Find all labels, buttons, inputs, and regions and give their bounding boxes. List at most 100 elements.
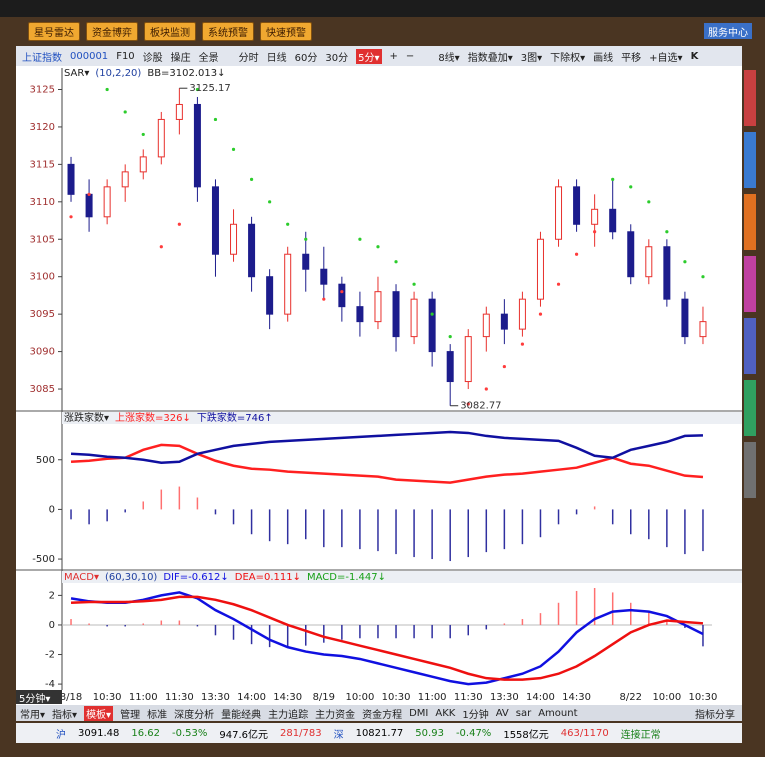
y-tick-label: 3120	[30, 122, 55, 133]
tab[interactable]: 标准	[147, 709, 168, 721]
sar-dot	[448, 335, 452, 339]
legend-label: 涨跌家数▾	[64, 411, 109, 424]
service-button[interactable]: 服务中心	[704, 23, 752, 39]
tab[interactable]: 主力资金	[315, 709, 356, 721]
market: 沪	[56, 729, 66, 741]
candle-body	[627, 231, 635, 278]
menu-button[interactable]: 星号雷达	[28, 21, 80, 41]
tab[interactable]: 深度分析	[174, 709, 215, 721]
sar-dot	[123, 110, 127, 114]
tool[interactable]: 下除权▾	[550, 52, 586, 64]
legend-label: 上涨家数=326↓	[115, 411, 191, 424]
candle-body	[338, 283, 346, 308]
candle-body	[103, 186, 111, 218]
symbol-name[interactable]: 上证指数	[22, 52, 62, 64]
candle-body	[121, 171, 129, 188]
candle-body	[230, 223, 238, 255]
annotation-label: 3125.17	[189, 83, 230, 94]
period[interactable]: 60分	[294, 52, 318, 64]
sar-dot	[593, 230, 597, 234]
x-tick-label: 10:30	[382, 692, 411, 703]
tool[interactable]: 8线▾	[438, 52, 460, 64]
zoom-out[interactable]: −	[405, 50, 415, 62]
tool[interactable]: +自选▾	[649, 52, 683, 64]
x-tick-label: 14:00	[237, 692, 266, 703]
period[interactable]: 30分	[325, 52, 349, 64]
tool[interactable]: 指数叠加▾	[467, 52, 513, 64]
tab[interactable]: AV	[495, 707, 509, 719]
zoom-in[interactable]: +	[389, 50, 398, 62]
turnover: 1558亿元	[503, 729, 549, 741]
tab[interactable]: 主力追踪	[268, 709, 309, 721]
index-value: 10821.77	[355, 727, 404, 739]
sar-dot	[286, 222, 290, 226]
x-tick-label: 11:00	[418, 692, 447, 703]
tab[interactable]: 指标分享	[695, 709, 735, 721]
legend-label: MACD=-1.447↓	[307, 572, 386, 583]
candle-body	[500, 313, 508, 330]
legend-label: 下跌家数=746↑	[197, 411, 273, 424]
menu-button[interactable]: 快速预警	[260, 21, 312, 41]
sar-dot	[213, 117, 218, 122]
period-active[interactable]: 5分▾	[356, 48, 382, 64]
menu-button[interactable]: 板块监测	[144, 21, 196, 41]
x-tick-label: 8/19	[313, 692, 335, 703]
tool[interactable]: 画线	[593, 52, 614, 64]
tool[interactable]: 全景	[198, 52, 219, 64]
period[interactable]: 分时	[238, 52, 259, 64]
menu-button[interactable]: 资金博弈	[86, 21, 138, 41]
candle-body	[591, 208, 599, 225]
tab[interactable]: 常用▾	[20, 709, 46, 721]
tool[interactable]: 3图▾	[520, 52, 543, 64]
period[interactable]: 日线	[266, 52, 287, 64]
y-tick-label: 3095	[30, 309, 55, 320]
x-tick-label: 14:30	[273, 692, 302, 703]
tool[interactable]: 诊股	[142, 52, 163, 64]
tab[interactable]: 量能经典	[221, 709, 262, 721]
series-line	[70, 430, 704, 464]
tab[interactable]: 指标▾	[52, 709, 78, 721]
candle-body	[284, 253, 292, 315]
sar-dot	[538, 312, 543, 316]
candle-body	[699, 321, 707, 338]
sar-dot	[556, 282, 561, 286]
tab[interactable]: 资金方程	[362, 709, 403, 721]
tab[interactable]: Amount	[538, 707, 578, 719]
tab[interactable]: DMI	[409, 707, 429, 719]
sar-dot	[268, 200, 272, 204]
sar-dot	[340, 290, 344, 294]
tool[interactable]: F10	[116, 50, 135, 62]
period-selector[interactable]: 5分钟▾	[16, 690, 62, 705]
candle-body	[536, 238, 544, 300]
sar-dot	[322, 297, 326, 301]
index-value: 3091.48	[78, 727, 120, 739]
indicator-tabs: 常用▾ 指标▾ 模板▾ 管理 标准 深度分析 量能经典 主力追踪 主力资金 资金…	[16, 705, 742, 721]
candle-body	[663, 246, 671, 300]
candle-body	[392, 291, 400, 338]
menu-button[interactable]: 系统预警	[202, 21, 254, 41]
tool[interactable]: K	[690, 50, 699, 62]
tab[interactable]: sar	[515, 707, 532, 719]
x-tick-label: 10:30	[689, 692, 718, 703]
candle-body	[320, 268, 328, 285]
candle-body	[555, 186, 563, 240]
change: 16.62	[131, 727, 160, 739]
candle-body	[645, 246, 653, 278]
tool[interactable]: 操庄	[170, 52, 191, 64]
tab[interactable]: 1分钟	[462, 709, 489, 721]
chart-background	[16, 66, 742, 705]
candle-body	[518, 298, 526, 330]
change-pct: -0.53%	[172, 727, 208, 739]
symbol-code[interactable]: 000001	[70, 50, 109, 62]
candle-body	[266, 276, 274, 315]
tool[interactable]: 平移	[621, 52, 642, 64]
sar-dot	[412, 282, 416, 286]
tab[interactable]: AKK	[435, 707, 456, 719]
tab[interactable]: 管理	[120, 709, 141, 721]
y-tick-label: 0	[49, 620, 55, 631]
sar-dot	[231, 147, 236, 151]
tab-active[interactable]: 模板▾	[84, 705, 114, 721]
candle-body	[193, 103, 201, 188]
